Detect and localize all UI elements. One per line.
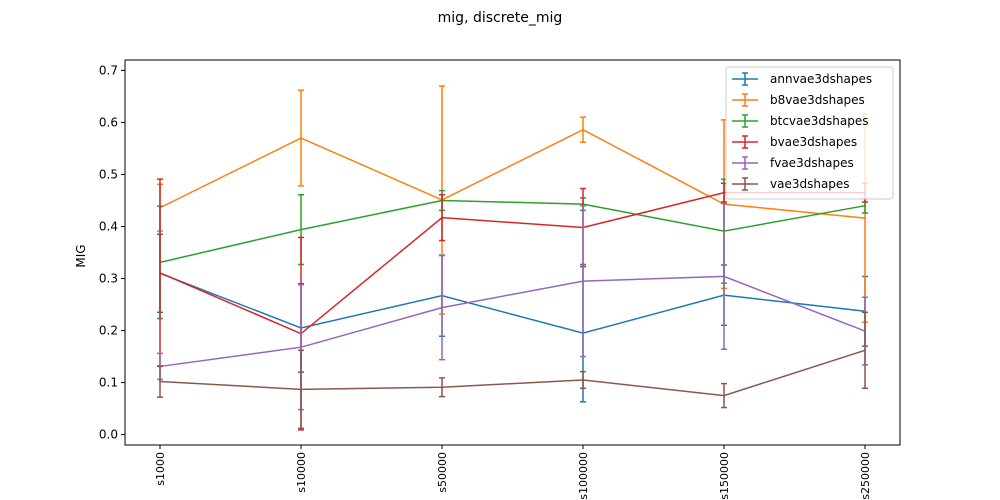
- legend-label: bvae3dshapes: [770, 135, 857, 149]
- data-point: [300, 228, 302, 231]
- data-point: [723, 191, 725, 194]
- data-point: [723, 394, 725, 397]
- x-tick-label: s50000: [436, 452, 449, 493]
- legend-label: vae3dshapes: [770, 177, 850, 191]
- series-btcvae3dshapes: [157, 178, 868, 320]
- data-point: [441, 216, 443, 219]
- legend-item-annvae3dshapes: annvae3dshapes: [732, 72, 872, 86]
- series-vae3dshapes: [157, 311, 868, 430]
- y-tick-label: 0.5: [99, 167, 118, 181]
- data-point: [300, 346, 302, 349]
- y-tick-label: 0.1: [99, 376, 118, 390]
- series-line: [159, 272, 866, 334]
- data-point: [582, 378, 584, 381]
- data-point: [864, 204, 866, 207]
- legend-item-btcvae3dshapes: btcvae3dshapes: [732, 114, 868, 128]
- plot-frame: [124, 59, 901, 446]
- legend-item-b8vae3dshapes: b8vae3dshapes: [732, 93, 865, 107]
- series-b8vae3dshapes: [157, 85, 868, 323]
- data-point: [582, 280, 584, 283]
- y-axis-label: MIG: [74, 244, 88, 267]
- axes: 0.0 0.1 0.2 0.3 0.4 0.5 0.6 0.7 s1000 s10000 s5000…: [99, 63, 872, 499]
- legend-item-vae3dshapes: vae3dshapes: [732, 177, 850, 191]
- data-point: [582, 128, 584, 131]
- data-point: [159, 380, 161, 383]
- y-tick-label: 0.7: [99, 63, 118, 77]
- legend-item-fvae3dshapes: fvae3dshapes: [732, 156, 854, 170]
- y-tick-label: 0.3: [99, 272, 118, 286]
- y-tick-label: 0.6: [99, 115, 118, 129]
- data-point: [441, 306, 443, 309]
- data-point: [300, 137, 302, 140]
- y-tick-label: 0.2: [99, 324, 118, 338]
- series-fvae3dshapes: [157, 202, 868, 411]
- legend-item-bvae3dshapes: bvae3dshapes: [732, 135, 857, 149]
- chart-title: mig, discrete_mig: [438, 10, 563, 26]
- series-line: [159, 191, 865, 335]
- legend-box: [725, 66, 894, 200]
- data-point: [864, 349, 866, 352]
- data-point: [300, 388, 302, 391]
- x-tick-label: s10000: [295, 452, 308, 493]
- legend-label: btcvae3dshapes: [770, 114, 868, 128]
- y-tick-label: 0.0: [99, 428, 118, 442]
- series-line: [159, 349, 866, 397]
- series-line: [159, 128, 866, 219]
- data-point: [723, 275, 725, 278]
- x-tick-label: s250000: [859, 452, 872, 500]
- x-tick-label: s1000: [154, 452, 167, 486]
- y-tick-label: 0.4: [99, 219, 118, 233]
- x-tick-label: s150000: [718, 452, 731, 500]
- series-bvae3dshapes: [157, 178, 868, 431]
- series-line: [159, 275, 866, 368]
- legend-label: fvae3dshapes: [770, 156, 854, 170]
- plot-area: [157, 85, 868, 431]
- legend: annvae3dshapes b8vae3dshapes btcvae3dshape…: [725, 66, 894, 200]
- legend-label: b8vae3dshapes: [770, 93, 865, 107]
- x-tick-label: s100000: [577, 452, 590, 500]
- data-point: [864, 217, 866, 220]
- legend-label: annvae3dshapes: [770, 72, 872, 86]
- data-point: [159, 271, 161, 274]
- series-line: [159, 199, 866, 264]
- data-point: [441, 386, 443, 389]
